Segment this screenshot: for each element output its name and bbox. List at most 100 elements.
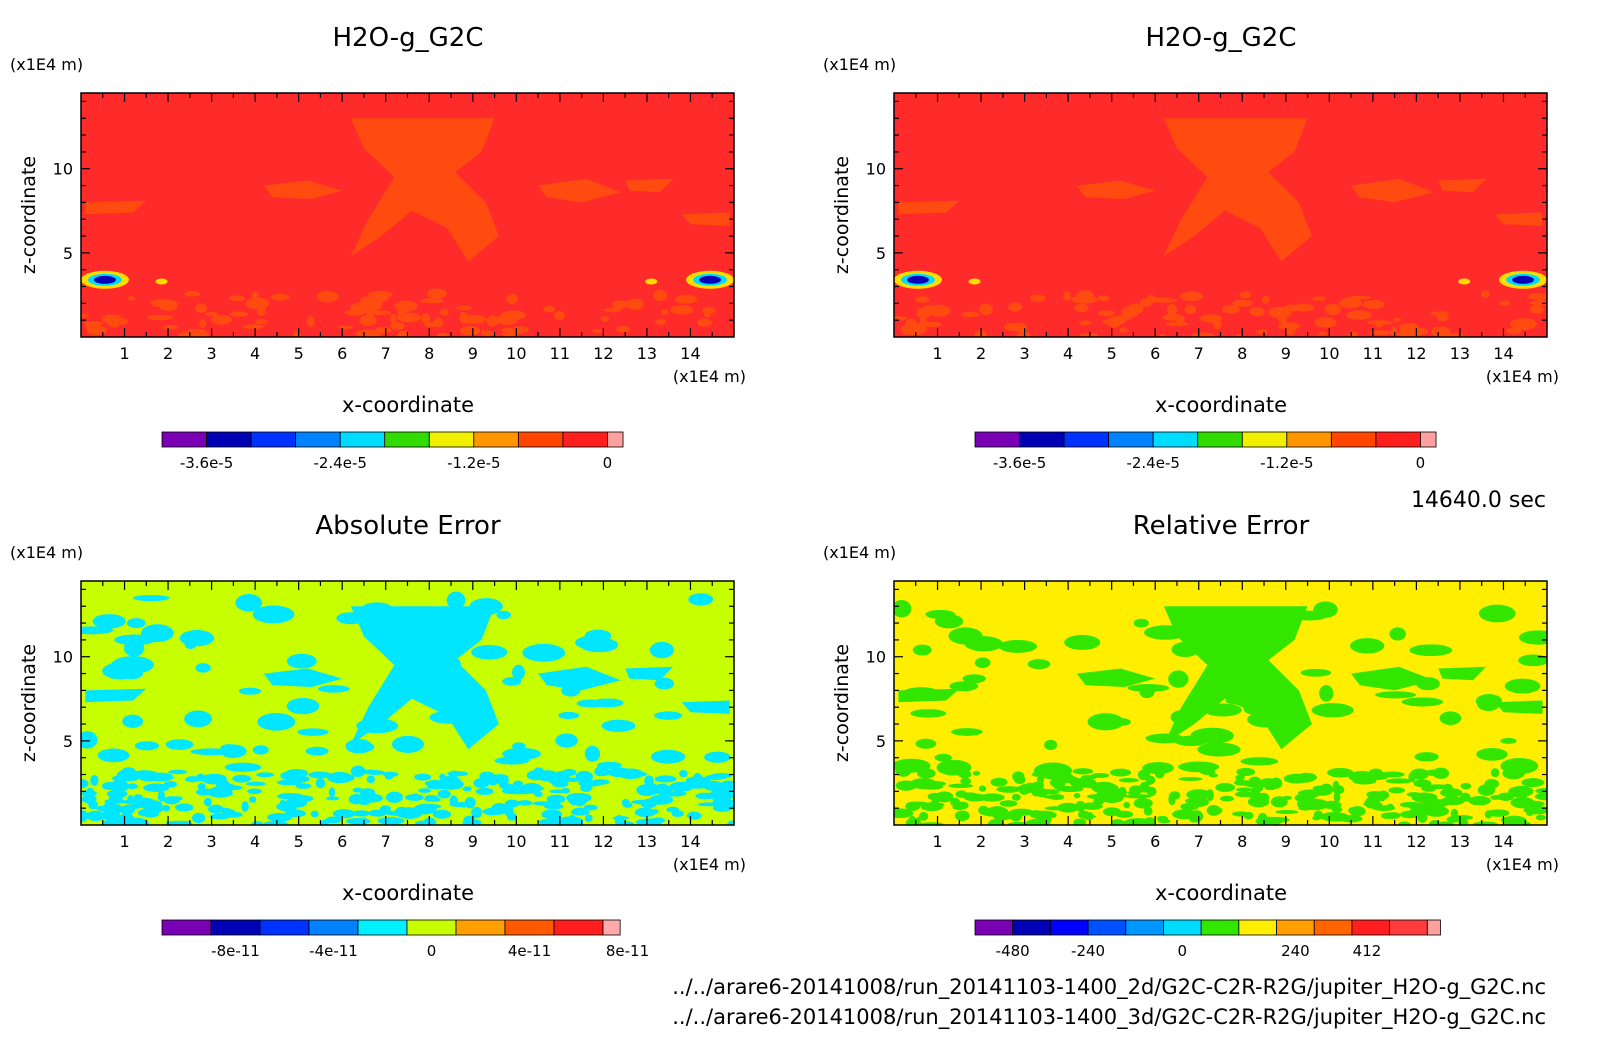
- speckle: [712, 798, 734, 805]
- speckle: [1133, 797, 1153, 809]
- speckle: [1239, 291, 1252, 299]
- speckle: [654, 677, 675, 690]
- speckle: [652, 289, 668, 302]
- colorbar-segment: [250, 431, 297, 448]
- colorbar-segment: [357, 919, 408, 936]
- speckle: [604, 307, 622, 313]
- speckle: [195, 303, 207, 314]
- speckle: [650, 749, 686, 764]
- speckle: [1399, 322, 1419, 332]
- speckle: [355, 329, 382, 337]
- speckle: [228, 295, 245, 302]
- speckle: [90, 774, 99, 786]
- contour-region: [1438, 178, 1487, 193]
- speckle: [1057, 802, 1079, 813]
- x-tick-label: 1: [932, 344, 942, 363]
- speckle: [103, 801, 116, 813]
- speckle: [654, 711, 683, 720]
- speckle: [636, 784, 658, 796]
- speckle: [1049, 777, 1066, 788]
- speckle: [1389, 627, 1406, 641]
- speckle: [101, 781, 118, 791]
- speckle: [910, 709, 947, 718]
- speckle: [1031, 781, 1045, 790]
- speckle: [317, 685, 350, 693]
- speckle: [980, 807, 1006, 817]
- speckle: [597, 761, 622, 769]
- speckle: [1526, 293, 1547, 300]
- contour-region: [538, 666, 621, 691]
- heatmap-pattern: [894, 118, 1547, 337]
- speckle: [1320, 811, 1348, 822]
- speckle: [1416, 677, 1440, 691]
- speckle: [616, 325, 630, 333]
- speckle: [161, 324, 178, 330]
- speckle: [1327, 767, 1354, 778]
- speckle: [120, 812, 134, 824]
- speckle: [1215, 782, 1236, 792]
- speckle: [195, 663, 211, 673]
- speckle: [111, 656, 155, 674]
- speckle: [159, 299, 178, 312]
- file-path-2: ../../arare6-20141008/run_20141103-1400_…: [672, 1005, 1546, 1030]
- speckle: [1388, 787, 1405, 794]
- speckle: [1145, 775, 1156, 785]
- speckle: [561, 684, 581, 697]
- y-tick-label: 10: [53, 648, 73, 667]
- colorbar-segment: [259, 919, 310, 936]
- speckle: [122, 714, 144, 728]
- speckle: [512, 664, 525, 680]
- colorbar-segment: [1426, 919, 1441, 936]
- speckle: [1123, 801, 1131, 809]
- x-tick-label: 5: [1107, 832, 1117, 851]
- speckle: [81, 313, 90, 318]
- speckle: [377, 817, 405, 825]
- x-tick-label: 2: [163, 832, 173, 851]
- speckle: [1439, 711, 1462, 726]
- speckle: [692, 772, 703, 785]
- colorbar-segment: [1313, 919, 1353, 936]
- speckle: [1109, 768, 1132, 777]
- speckle: [679, 770, 688, 778]
- speckle: [1500, 737, 1517, 744]
- y-axis-label: z-coordinate: [18, 156, 40, 274]
- heatmap-pattern: [81, 118, 734, 337]
- speckle: [1350, 638, 1385, 654]
- speckle: [1332, 785, 1345, 795]
- speckle: [1115, 810, 1134, 818]
- x-tick-label: 12: [593, 832, 613, 851]
- contour-region: [681, 212, 730, 226]
- speckle: [1458, 819, 1469, 825]
- speckle: [1314, 317, 1337, 328]
- speckle: [1073, 793, 1081, 799]
- contour-region: [681, 700, 730, 714]
- speckle: [157, 790, 166, 802]
- speckle: [1063, 291, 1071, 301]
- speckle: [912, 644, 932, 656]
- speckle: [948, 783, 974, 788]
- colorbar-label: -1.2e-5: [1260, 454, 1313, 472]
- speckle: [107, 315, 122, 328]
- colorbar-segment: [1200, 919, 1240, 936]
- vortex-core: [906, 275, 929, 284]
- speckle: [1013, 775, 1026, 785]
- speckle: [550, 802, 562, 809]
- speckle: [262, 820, 289, 825]
- speckle: [592, 698, 624, 708]
- speckle: [305, 746, 329, 756]
- speckle: [1431, 326, 1451, 337]
- speckle: [923, 305, 938, 310]
- y-unit-label: (x1E4 m): [823, 543, 896, 562]
- speckle: [184, 291, 201, 297]
- speckle: [999, 800, 1018, 807]
- speckle: [584, 814, 593, 822]
- speckle: [895, 780, 917, 791]
- speckle: [174, 803, 194, 812]
- colorbar-segment: [1063, 431, 1110, 448]
- speckle: [352, 810, 370, 817]
- speckle: [1184, 797, 1207, 805]
- colorbar-segment: [1241, 431, 1288, 448]
- speckle: [81, 795, 97, 804]
- speckle: [308, 771, 332, 779]
- contour-region: [263, 180, 343, 199]
